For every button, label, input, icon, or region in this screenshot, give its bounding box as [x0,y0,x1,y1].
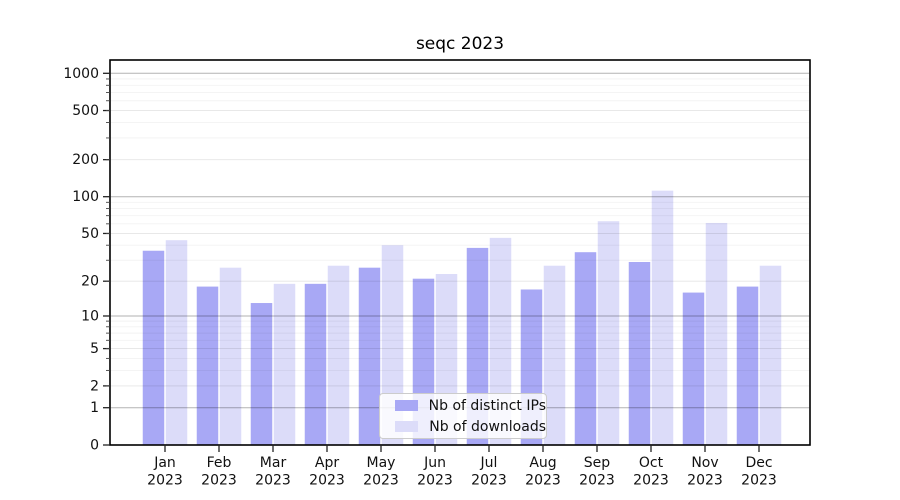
x-tick-label: Sep 2023 [579,455,615,489]
bar-downloads-jan [165,240,188,445]
bar-downloads-feb [219,267,242,445]
y-tick-label: 5 [90,341,99,357]
y-tick-label: 50 [81,226,99,242]
x-tick-label: Mar 2023 [255,455,291,489]
bar-ips-jan [142,250,165,445]
x-tick-label: Jan 2023 [147,455,183,489]
bar-downloads-mar [273,283,296,445]
bar-ips-sep [574,252,597,445]
x-tick-label: Aug 2023 [525,455,561,489]
legend-label-distinct-ips: Nb of distinct IPs [428,397,546,414]
legend-swatch-downloads [395,421,419,432]
bar-ips-apr [304,283,327,445]
y-tick-label: 500 [72,103,99,119]
y-tick-label: 1 [90,400,99,416]
x-tick-label: Oct 2023 [633,455,669,489]
x-tick-label: Dec 2023 [741,455,777,489]
x-tick-label: Nov 2023 [687,455,723,489]
plot-frame [109,59,811,446]
bar-downloads-aug [543,265,566,445]
legend-label-downloads: Nb of downloads [429,418,546,435]
x-tick-label: Apr 2023 [309,455,345,489]
x-tick-label: Jun 2023 [417,455,453,489]
bar-ips-may [358,267,381,445]
y-tick-label: 2 [90,378,99,394]
bar-ips-mar [250,303,273,445]
y-tick-label: 1000 [63,66,99,82]
y-tick-label: 10 [81,308,99,324]
y-tick-label: 100 [72,189,99,205]
bar-downloads-nov [705,222,728,445]
y-tick-label: 0 [90,438,99,454]
bar-downloads-oct [651,190,674,445]
bar-ips-oct [628,262,651,445]
y-tick-label: 200 [72,152,99,168]
bar-ips-nov [682,292,705,445]
y-tick-label: 20 [81,274,99,290]
bar-downloads-sep [597,221,620,445]
legend-item-distinct-ips: Nb of distinct IPs [395,398,546,414]
bar-ips-feb [196,286,219,445]
chart-title: seqc 2023 [415,34,505,54]
bar-ips-dec [736,286,759,445]
legend-item-downloads: Nb of downloads [395,419,546,435]
legend: Nb of distinct IPs Nb of downloads [379,393,547,439]
x-tick-label: Feb 2023 [201,455,237,489]
bar-downloads-apr [327,265,350,445]
x-tick-label: Jul 2023 [471,455,507,489]
x-tick-label: May 2023 [363,455,399,489]
legend-swatch-distinct-ips [395,400,418,411]
bar-downloads-dec [759,265,782,445]
